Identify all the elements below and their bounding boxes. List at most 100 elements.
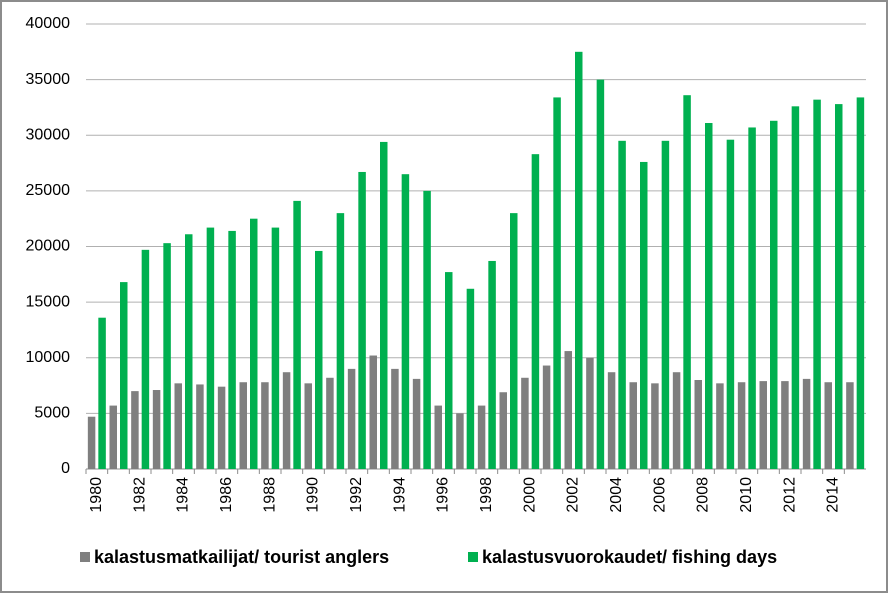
bar bbox=[856, 97, 865, 470]
bar bbox=[261, 382, 269, 469]
bar bbox=[271, 227, 280, 469]
legend-text: kalastusmatkailijat/ tourist anglers bbox=[94, 547, 389, 567]
y-tick-label: 20000 bbox=[26, 238, 71, 255]
bar bbox=[391, 368, 399, 469]
bar bbox=[781, 381, 789, 469]
bar bbox=[434, 405, 442, 469]
x-tick-label: 1982 bbox=[131, 477, 148, 513]
bar bbox=[759, 381, 767, 469]
bar bbox=[445, 272, 453, 469]
legend-swatch bbox=[80, 552, 90, 562]
bar bbox=[694, 380, 702, 469]
bar bbox=[488, 260, 496, 469]
x-tick-label: 2014 bbox=[825, 477, 842, 513]
legend-swatch bbox=[468, 552, 478, 562]
bar bbox=[174, 383, 182, 469]
bar bbox=[131, 391, 139, 469]
x-tick-label: 2002 bbox=[565, 477, 582, 513]
bar bbox=[770, 120, 778, 469]
y-tick-label: 35000 bbox=[26, 71, 71, 88]
bar bbox=[542, 365, 551, 469]
bar bbox=[196, 384, 204, 469]
bar bbox=[531, 154, 540, 469]
bar bbox=[336, 213, 345, 469]
bar bbox=[228, 230, 236, 469]
bar bbox=[629, 382, 637, 469]
bar bbox=[607, 372, 616, 469]
bar bbox=[640, 161, 648, 469]
bar bbox=[109, 405, 117, 469]
bar bbox=[456, 413, 464, 469]
bar bbox=[87, 416, 96, 469]
bar bbox=[466, 288, 475, 469]
bar bbox=[293, 200, 301, 469]
bar bbox=[401, 174, 410, 469]
x-tick-label: 1988 bbox=[261, 477, 278, 513]
bar bbox=[726, 139, 735, 469]
bar bbox=[98, 317, 106, 469]
bar bbox=[802, 378, 811, 469]
y-tick-label: 5000 bbox=[34, 405, 70, 422]
bar bbox=[152, 390, 161, 469]
x-tick-label: 1984 bbox=[175, 477, 192, 513]
bar bbox=[705, 123, 713, 469]
y-tick-label: 25000 bbox=[26, 182, 71, 199]
bar bbox=[586, 357, 594, 469]
legend-text: kalastusvuorokaudet/ fishing days bbox=[482, 547, 777, 567]
bar bbox=[369, 355, 377, 469]
x-tick-label: 1980 bbox=[88, 477, 105, 513]
bar bbox=[412, 378, 421, 469]
x-tick-label: 1994 bbox=[391, 477, 408, 513]
bar bbox=[326, 377, 334, 469]
bar bbox=[716, 383, 724, 469]
x-tick-label: 2008 bbox=[695, 477, 712, 513]
bar bbox=[423, 190, 431, 469]
bar bbox=[596, 79, 605, 469]
bar bbox=[217, 386, 226, 469]
y-tick-label: 40000 bbox=[26, 15, 71, 32]
x-tick-label: 1992 bbox=[348, 477, 365, 513]
bar bbox=[618, 140, 626, 469]
bar bbox=[185, 234, 193, 469]
bar bbox=[521, 377, 529, 469]
bar bbox=[846, 382, 854, 469]
bar bbox=[791, 106, 800, 469]
bar bbox=[661, 140, 670, 469]
x-tick-label: 1996 bbox=[435, 477, 452, 513]
bar bbox=[835, 104, 843, 469]
x-tick-label: 2000 bbox=[521, 477, 538, 513]
bar bbox=[282, 372, 291, 469]
bar bbox=[824, 382, 832, 469]
x-tick-label: 2004 bbox=[608, 477, 625, 513]
bar bbox=[651, 383, 659, 469]
bar bbox=[737, 382, 746, 469]
bar bbox=[748, 127, 756, 470]
bar bbox=[813, 99, 821, 470]
bar bbox=[239, 382, 247, 469]
bar bbox=[553, 97, 561, 470]
y-tick-label: 30000 bbox=[26, 126, 71, 143]
bar bbox=[564, 351, 572, 469]
x-tick-label: 1990 bbox=[305, 477, 322, 513]
bar bbox=[380, 141, 388, 470]
x-tick-label: 2006 bbox=[651, 477, 668, 513]
bar bbox=[120, 282, 128, 469]
y-tick-label: 10000 bbox=[26, 349, 71, 366]
bar bbox=[141, 249, 150, 469]
x-tick-label: 2012 bbox=[781, 477, 798, 513]
x-tick-label: 2010 bbox=[738, 477, 755, 513]
bar bbox=[163, 243, 171, 469]
bar bbox=[315, 250, 323, 469]
bar bbox=[477, 405, 486, 469]
bar bbox=[250, 218, 258, 469]
bar bbox=[575, 51, 583, 469]
bar bbox=[672, 372, 681, 469]
bar bbox=[510, 213, 518, 469]
y-tick-label: 15000 bbox=[26, 293, 71, 310]
bar bbox=[304, 383, 312, 469]
x-tick-label: 1998 bbox=[478, 477, 495, 513]
bar bbox=[499, 392, 507, 469]
y-tick-label: 0 bbox=[61, 460, 70, 477]
bar bbox=[347, 368, 356, 469]
